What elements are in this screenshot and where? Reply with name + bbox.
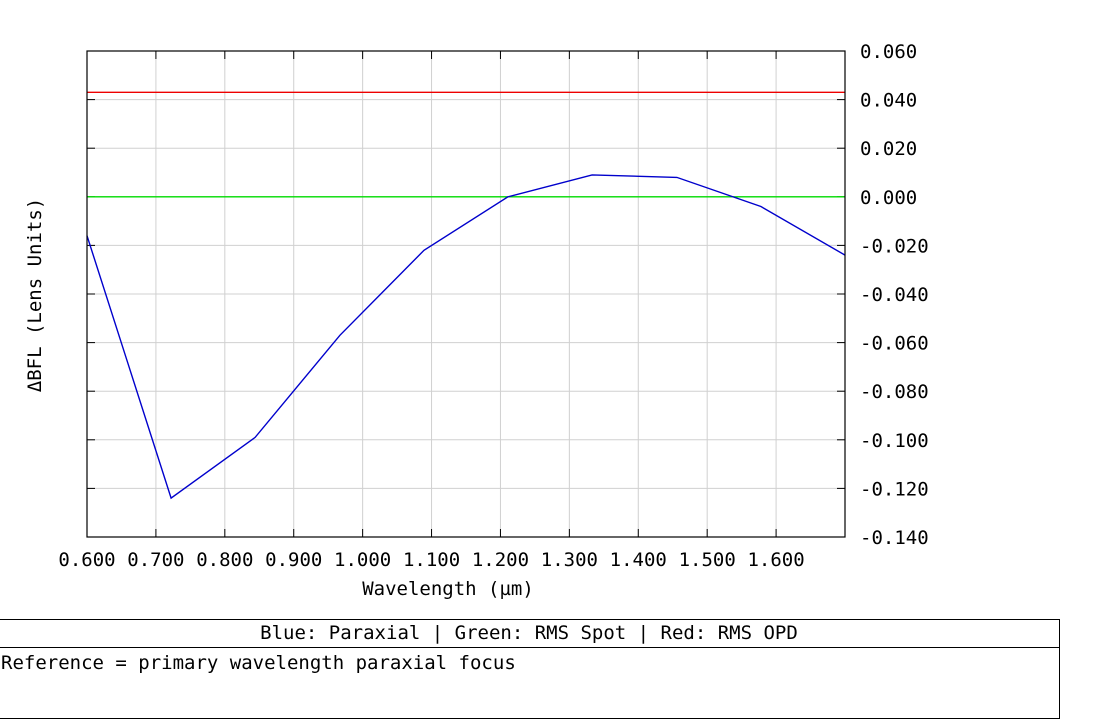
y-axis-label: ΔBFL (Lens Units) (24, 198, 46, 392)
y-tick-label: 0.060 (860, 41, 917, 63)
x-tick-label: 0.600 (58, 549, 115, 571)
x-axis-label: Wavelength (µm) (362, 578, 534, 600)
y-tick-label: -0.120 (860, 478, 929, 500)
x-tick-label: 0.900 (265, 549, 322, 571)
grid-lines (86, 50, 845, 538)
y-tick-label: -0.020 (860, 235, 929, 257)
y-tick-label: 0.000 (860, 187, 917, 209)
x-tick-label: 1.200 (472, 549, 529, 571)
y-tick-label: -0.100 (860, 430, 929, 452)
x-tick-label: 0.800 (196, 549, 253, 571)
x-tick-label: 1.600 (747, 549, 804, 571)
y-tick-label: 0.020 (860, 138, 917, 160)
x-tick-label: 1.300 (541, 549, 598, 571)
x-tick-label: 1.500 (679, 549, 736, 571)
x-tick-label: 1.400 (610, 549, 667, 571)
y-tick-label: -0.040 (860, 284, 929, 306)
y-tick-label: 0.040 (860, 90, 917, 112)
plot-frame (86, 50, 846, 538)
x-tick-label: 1.100 (403, 549, 460, 571)
series-lines (86, 91, 846, 500)
legend-box: Blue: Paraxial | Green: RMS Spot | Red: … (0, 619, 1060, 719)
y-tick-label: -0.140 (860, 527, 929, 549)
series-line-0 (86, 174, 846, 500)
legend-caption: Blue: Paraxial | Green: RMS Spot | Red: … (0, 620, 1059, 648)
x-tick-labels: 0.600 0.700 0.800 0.900 1.000 1.100 1.200 1.300… (58, 549, 804, 571)
chart: 0.600 0.700 0.800 0.900 1.000 1.100 1.200 1.300… (24, 41, 929, 600)
x-tick-label: 1.000 (334, 549, 391, 571)
x-tick-label: 0.700 (127, 549, 184, 571)
reference-note: Reference = primary wavelength paraxial … (1, 652, 516, 674)
y-tick-label: -0.080 (860, 381, 929, 403)
y-tick-label: -0.060 (860, 333, 929, 355)
y-tick-labels: 0.060 0.040 0.020 0.000 -0.020 -0.040 -0.060 -0… (860, 41, 929, 549)
